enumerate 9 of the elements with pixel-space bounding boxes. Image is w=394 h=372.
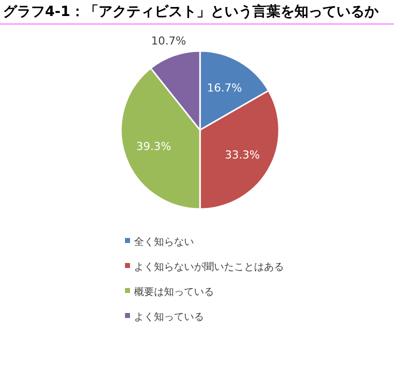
legend-label: よく知っている — [134, 311, 204, 323]
legend-label: 概要は知っている — [134, 286, 214, 298]
data-label: 16.7% — [207, 82, 242, 95]
legend-label: よく知らないが聞いたことはある — [134, 261, 284, 273]
legend-label: 全く知らない — [134, 236, 194, 248]
chart-title: グラフ4-1：「アクティビスト」という言葉を知っているか — [3, 3, 380, 20]
data-label: 10.7% — [151, 34, 186, 48]
data-label: 39.3% — [136, 140, 172, 154]
data-label: 33.3% — [224, 148, 260, 162]
